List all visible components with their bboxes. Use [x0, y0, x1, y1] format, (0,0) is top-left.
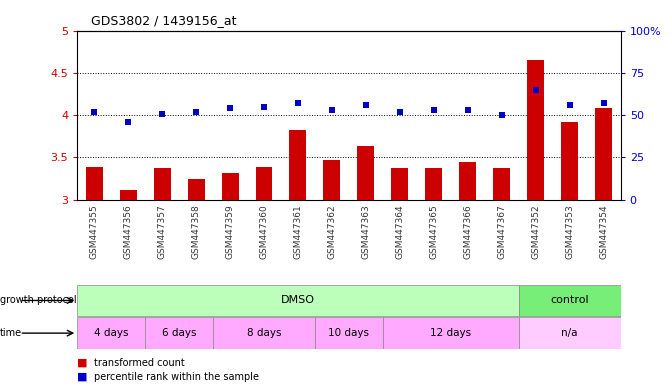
FancyBboxPatch shape — [145, 318, 213, 349]
Bar — [256, 167, 272, 200]
Text: ■: ■ — [77, 372, 88, 382]
Text: control: control — [550, 295, 589, 306]
Text: GSM447364: GSM447364 — [395, 204, 405, 258]
Text: growth protocol: growth protocol — [0, 295, 76, 306]
Text: GSM447355: GSM447355 — [90, 204, 99, 259]
Text: 12 days: 12 days — [430, 328, 472, 338]
Bar — [425, 167, 442, 200]
Text: GSM447353: GSM447353 — [565, 204, 574, 259]
Text: GSM447356: GSM447356 — [123, 204, 133, 259]
Bar — [119, 190, 137, 200]
Text: transformed count: transformed count — [94, 358, 185, 368]
Text: DMSO: DMSO — [281, 295, 315, 306]
FancyBboxPatch shape — [519, 285, 621, 316]
Text: GSM447363: GSM447363 — [362, 204, 370, 259]
Text: GDS3802 / 1439156_at: GDS3802 / 1439156_at — [91, 14, 236, 27]
Text: GSM447354: GSM447354 — [599, 204, 608, 258]
FancyBboxPatch shape — [77, 318, 145, 349]
FancyBboxPatch shape — [77, 285, 519, 316]
FancyBboxPatch shape — [383, 318, 519, 349]
Bar — [460, 162, 476, 200]
FancyBboxPatch shape — [519, 318, 621, 349]
Text: GSM447365: GSM447365 — [429, 204, 438, 259]
Bar — [323, 160, 340, 200]
Text: GSM447367: GSM447367 — [497, 204, 507, 259]
Text: ■: ■ — [77, 358, 88, 368]
Text: GSM447357: GSM447357 — [158, 204, 166, 259]
Bar — [358, 146, 374, 200]
Bar — [221, 174, 238, 200]
Bar — [561, 122, 578, 200]
Bar — [154, 169, 170, 200]
Bar — [188, 179, 205, 200]
Text: GSM447362: GSM447362 — [327, 204, 336, 258]
Text: time: time — [0, 328, 22, 338]
Text: GSM447360: GSM447360 — [260, 204, 268, 259]
Text: 4 days: 4 days — [94, 328, 128, 338]
FancyBboxPatch shape — [213, 318, 315, 349]
Bar — [493, 169, 510, 200]
Text: 8 days: 8 days — [247, 328, 281, 338]
FancyBboxPatch shape — [315, 318, 383, 349]
Text: GSM447359: GSM447359 — [225, 204, 235, 259]
Bar — [289, 129, 307, 200]
Text: percentile rank within the sample: percentile rank within the sample — [94, 372, 259, 382]
Bar — [391, 169, 409, 200]
Bar — [86, 167, 103, 200]
Text: 10 days: 10 days — [328, 328, 370, 338]
Bar — [595, 108, 612, 200]
Text: GSM447352: GSM447352 — [531, 204, 540, 258]
Text: GSM447358: GSM447358 — [191, 204, 201, 259]
Bar — [527, 60, 544, 200]
Text: GSM447366: GSM447366 — [463, 204, 472, 259]
Text: GSM447361: GSM447361 — [293, 204, 303, 259]
Text: n/a: n/a — [562, 328, 578, 338]
Text: 6 days: 6 days — [162, 328, 197, 338]
